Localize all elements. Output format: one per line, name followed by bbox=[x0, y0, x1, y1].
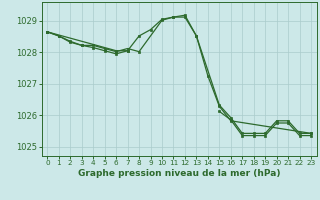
X-axis label: Graphe pression niveau de la mer (hPa): Graphe pression niveau de la mer (hPa) bbox=[78, 169, 280, 178]
